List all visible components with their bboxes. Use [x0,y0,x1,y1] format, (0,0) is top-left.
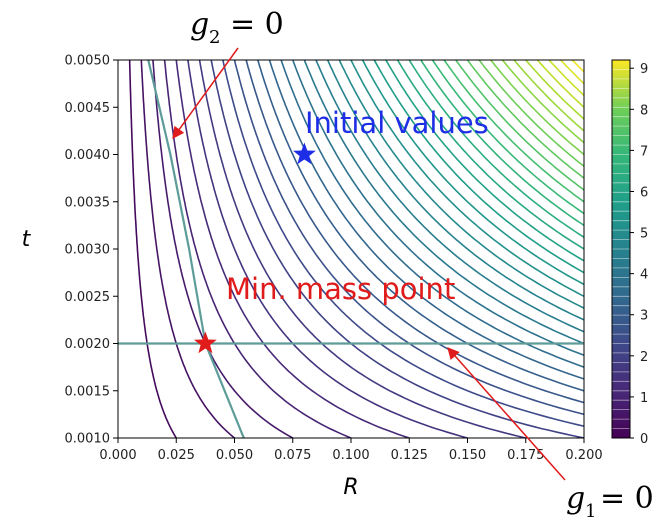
min-mass-star-icon [194,331,217,354]
contour-line [490,60,584,156]
initial-values-label: Initial values [305,106,489,140]
contour-line [280,60,584,368]
contour-line [163,60,352,438]
x-tick-label: 0.200 [565,448,602,463]
contour-line [455,60,584,191]
colorbar-tick-label: 8 [640,103,648,118]
contour-lines [128,60,584,438]
contour-line [245,60,584,404]
colorbar-tick-label: 4 [640,268,648,283]
g2-rel: = 0 [230,7,284,42]
x-tick-label: 0.050 [216,448,253,463]
initial-values-star-icon [293,142,316,165]
contour-line [385,60,584,262]
g2-arrow [172,47,239,139]
x-tick-label: 0.075 [274,448,311,463]
contour-line [443,60,584,203]
contour-line [431,60,584,215]
contour-line [420,60,584,227]
g2-annotation: g 2 = 0 [190,7,284,48]
contour-line [175,60,410,438]
y-tick-label: 0.0030 [65,243,111,258]
g2-sub: 2 [209,27,220,48]
colorbar-level-lines [612,59,630,430]
g2-base: g [190,7,209,42]
contour-line [198,60,526,438]
contour-line [210,60,584,438]
colorbar-ticks: 0 1 2 3 4 5 6 7 8 9 [630,62,648,447]
point-markers [194,142,316,354]
contour-line [501,60,584,144]
g1-rel: = 0 [600,481,654,516]
y-tick-label: 0.0015 [65,384,111,399]
colorbar-tick-label: 7 [640,144,648,159]
y-axis-ticks: 0.0010 0.0015 0.0020 0.0025 0.0030 0.0035 0.00… [65,54,118,447]
colorbar-tick-label: 1 [640,391,648,406]
y-tick-label: 0.0050 [65,54,111,69]
colorbar-tick-label: 9 [640,62,648,77]
colorbar-tick-label: 0 [640,432,648,447]
contour-line [152,60,294,438]
contour-line [233,60,584,416]
x-tick-label: 0.150 [449,448,486,463]
g1-base: g [566,481,585,516]
contour-line [222,60,584,428]
x-axis-label: R [343,475,358,500]
constraint-curves [118,60,584,438]
colorbar-tick-label: 3 [640,309,648,324]
colorbar-tick-label: 2 [640,350,648,365]
contour-line [466,60,584,180]
contour-line [257,60,584,392]
contour-line [408,60,584,239]
x-tick-label: 0.100 [332,448,369,463]
contour-line [140,60,236,438]
contour-line [338,60,584,309]
y-tick-label: 0.0040 [65,148,111,163]
y-tick-label: 0.0045 [65,101,111,116]
contour-line [396,60,584,250]
g1-annotation: g 1 = 0 [566,481,654,522]
contour-line [292,60,584,357]
colorbar-tick-label: 6 [640,185,648,200]
contour-line [303,60,584,345]
y-tick-label: 0.0020 [65,337,111,352]
contour-line [326,60,584,321]
x-tick-label: 0.125 [391,448,428,463]
contour-line [268,60,584,380]
contour-line [128,60,177,438]
y-tick-label: 0.0010 [65,432,111,447]
contour-line [350,60,584,298]
x-axis-ticks: 0.000 0.025 0.050 0.075 0.100 0.125 0.150 0.175… [99,438,603,463]
contour-line [373,60,584,274]
contour-line [513,60,584,132]
contour-line [361,60,584,286]
g2-constraint-curve [147,60,245,438]
y-tick-label: 0.0035 [65,195,111,210]
g1-arrow [447,347,566,481]
contour-line [187,60,468,438]
colorbar-frame [611,59,631,439]
contour-line [315,60,584,333]
x-tick-label: 0.000 [99,448,136,463]
y-axis-label: t [22,227,32,252]
g1-sub: 1 [585,501,596,522]
min-mass-point-label: Min. mass point [226,272,455,306]
x-tick-label: 0.025 [158,448,195,463]
y-tick-label: 0.0025 [65,290,111,305]
colorbar-tick-label: 5 [640,227,648,242]
x-tick-label: 0.175 [507,448,544,463]
colorbar: 0 1 2 3 4 5 6 7 8 9 [611,59,648,447]
contour-line [478,60,584,168]
